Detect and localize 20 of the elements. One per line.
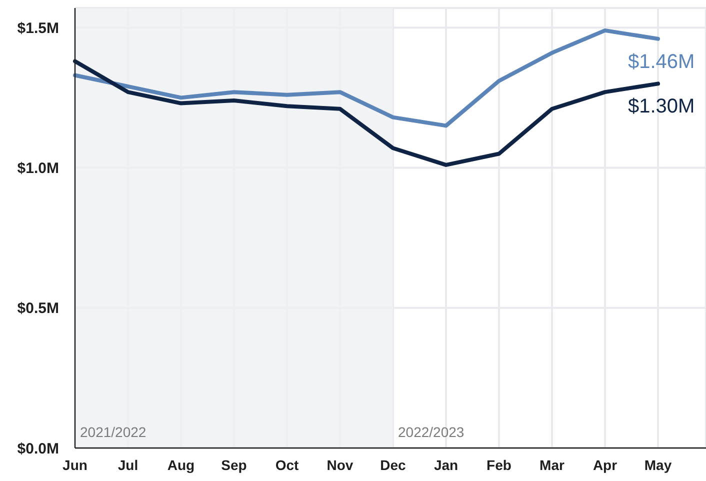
x-tick-label: Dec bbox=[380, 456, 406, 473]
y-tick-label: $1.5M bbox=[17, 20, 59, 37]
x-tick-label: Aug bbox=[167, 456, 195, 473]
annotation: 2022/2023 bbox=[398, 424, 464, 440]
x-tick-label: Oct bbox=[275, 456, 300, 473]
x-tick-label: Mar bbox=[540, 456, 565, 473]
data-label: $1.46M bbox=[628, 50, 695, 73]
y-tick-label: $0.5M bbox=[17, 300, 59, 318]
x-tick-label: Jun bbox=[62, 456, 88, 473]
data-label: $1.30M bbox=[628, 96, 695, 118]
y-tick-label: $1.0M bbox=[17, 160, 59, 178]
x-tick-label: Nov bbox=[326, 456, 354, 473]
x-tick-label: Jul bbox=[118, 456, 138, 473]
band-label: 2021/2022 bbox=[80, 424, 146, 440]
x-tick-label: Apr bbox=[592, 456, 618, 473]
x-tick-label: Feb bbox=[486, 456, 512, 473]
y-tick-label: $0.0M bbox=[17, 440, 59, 458]
x-tick-label: Sep bbox=[221, 456, 247, 473]
x-tick-label: Jan bbox=[434, 456, 458, 473]
x-tick-label: May bbox=[644, 456, 672, 473]
